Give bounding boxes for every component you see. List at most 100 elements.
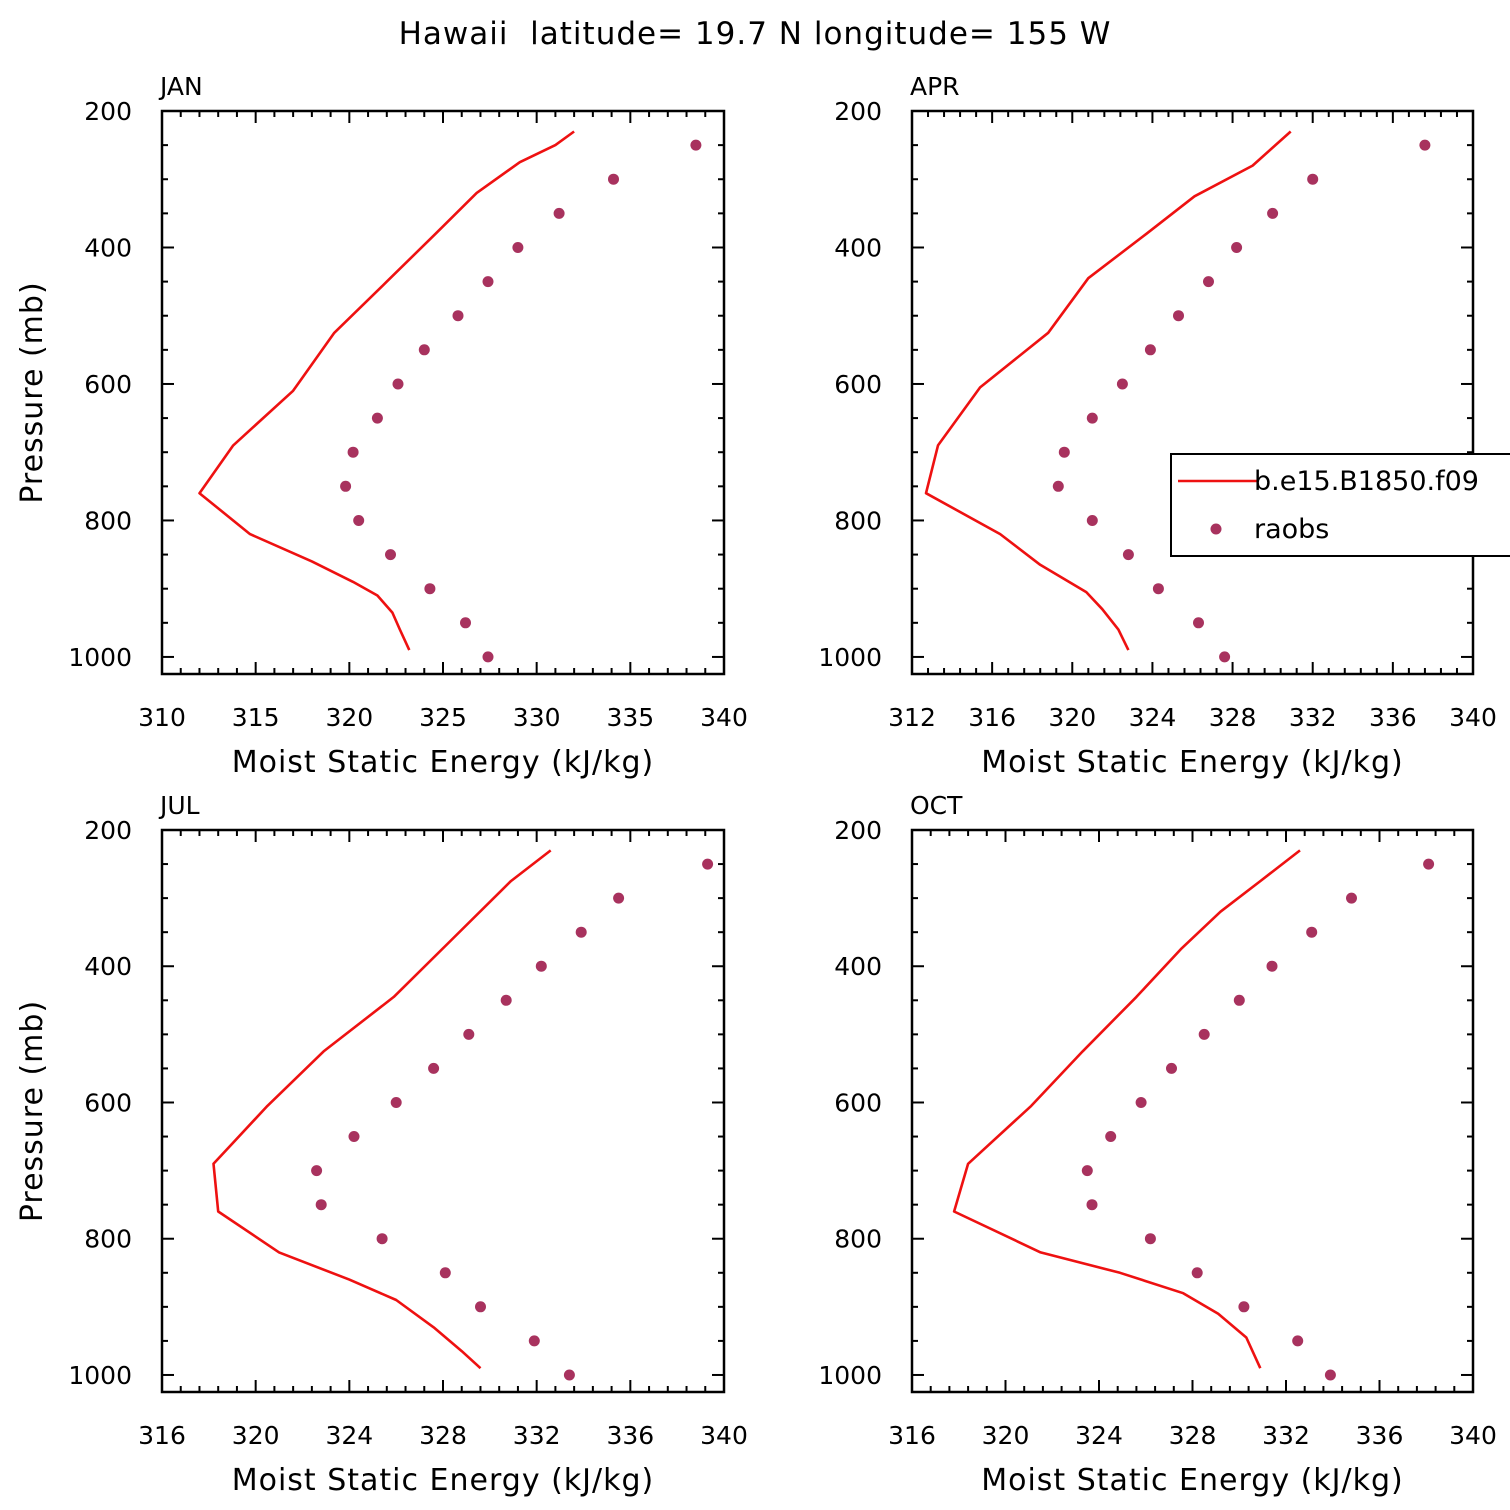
x-axis-label: Moist Static Energy (kJ/kg)	[232, 745, 655, 780]
x-tick-label: 336	[606, 1421, 654, 1450]
x-tick-label: 320	[232, 1421, 280, 1450]
plot-frame	[160, 109, 726, 676]
raobs-point	[482, 651, 494, 663]
legend-raobs-label: raobs	[1254, 514, 1329, 545]
model-series-line	[924, 130, 1292, 651]
x-tick-label: 316	[968, 703, 1016, 732]
x-tick-label: 315	[232, 703, 280, 732]
x-axis-label: Moist Static Energy (kJ/kg)	[981, 745, 1404, 780]
raobs-point	[1144, 1233, 1156, 1245]
x-tick-label: 310	[138, 703, 186, 732]
raobs-point	[428, 1062, 440, 1074]
raobs-point	[1419, 139, 1431, 151]
x-tick-label: 328	[419, 1421, 467, 1450]
raobs-point	[512, 242, 524, 253]
y-tick-label: 200	[84, 97, 132, 126]
y-tick-label: 400	[834, 952, 882, 981]
plot-frame	[910, 109, 1475, 676]
raobs-point	[315, 1199, 327, 1211]
chart-panel-jan: 310 315 320 325 330 335 340 200 400 600 800 1000 JAN…	[15, 72, 748, 780]
raobs-point	[608, 173, 619, 185]
raobs-point	[424, 583, 436, 595]
raobs-point	[553, 207, 565, 219]
raobs-point	[390, 1097, 402, 1108]
raobs-point	[1307, 173, 1319, 185]
raobs-point	[1122, 549, 1134, 561]
legend: b.e15.B1850.f09 raobs	[1170, 453, 1510, 557]
raobs-point	[385, 549, 396, 561]
y-tick-label: 800	[84, 506, 132, 535]
raobs-point	[376, 1233, 388, 1245]
x-axis-label: Moist Static Energy (kJ/kg)	[232, 1463, 655, 1498]
x-tick-label: 312	[888, 703, 936, 732]
x-tick-label: 340	[700, 1421, 748, 1450]
raobs-point	[563, 1369, 575, 1381]
raobs-point	[1116, 378, 1128, 390]
raobs-point	[452, 310, 464, 322]
legend-box	[1170, 453, 1510, 557]
raobs-point	[1193, 617, 1204, 629]
raobs-point	[460, 617, 471, 629]
y-tick-label: 800	[84, 1225, 132, 1254]
x-tick-label: 328	[1169, 1421, 1217, 1450]
figure-title: Hawaii latitude= 19.7 N longitude= 155 W	[399, 16, 1112, 52]
raobs-point	[690, 139, 702, 151]
raobs-point	[1266, 960, 1278, 972]
x-tick-label: 340	[1449, 1421, 1497, 1450]
raobs-point	[463, 1028, 475, 1040]
raobs-point	[1086, 515, 1098, 526]
raobs-point	[1081, 1165, 1093, 1177]
y-tick-label: 600	[834, 370, 882, 399]
x-tick-label: 324	[1129, 703, 1177, 732]
legend-raobs-swatch	[1210, 523, 1222, 535]
y-tick-label: 400	[84, 952, 132, 981]
raobs-point	[475, 1301, 486, 1313]
raobs-point	[1219, 651, 1231, 663]
raobs-point	[528, 1335, 540, 1347]
raobs-point	[1144, 344, 1156, 356]
y-tick-label: 200	[834, 97, 882, 126]
raobs-point	[348, 1131, 360, 1142]
legend-model-label: b.e15.B1850.f09	[1254, 466, 1479, 497]
x-tick-label: 332	[1262, 1421, 1310, 1450]
x-tick-label: 325	[419, 703, 467, 732]
chart-panel-apr: 312 316 320 324 328 332 336 340 200 400 600 800 1000…	[818, 72, 1510, 780]
y-tick-label: 800	[834, 1225, 882, 1254]
model-series-line	[952, 849, 1301, 1369]
panel-title: JAN	[158, 72, 203, 101]
y-tick-label: 600	[84, 370, 132, 399]
y-tick-label: 1000	[68, 643, 132, 672]
x-tick-label: 340	[700, 703, 748, 732]
raobs-point	[340, 480, 352, 492]
raobs-point	[702, 858, 714, 870]
raobs-point	[418, 344, 430, 356]
y-tick-label: 1000	[818, 643, 882, 672]
raobs-point	[353, 515, 365, 526]
x-tick-label: 324	[325, 1421, 373, 1450]
model-series-line	[212, 849, 552, 1370]
raobs-point	[1233, 994, 1245, 1006]
raobs-point	[1105, 1131, 1117, 1142]
y-tick-label: 600	[84, 1088, 132, 1117]
raobs-point	[1198, 1028, 1210, 1040]
raobs-point	[1346, 892, 1357, 904]
x-tick-label: 316	[888, 1421, 936, 1450]
plot-frame	[910, 828, 1475, 1394]
y-axis-label: Pressure (mb)	[15, 281, 50, 503]
x-tick-label: 324	[1075, 1421, 1123, 1450]
raobs-point	[613, 892, 625, 904]
y-tick-label: 200	[834, 816, 882, 845]
x-tick-label: 328	[1209, 703, 1257, 732]
raobs-point	[1173, 310, 1184, 322]
raobs-point	[392, 378, 404, 390]
x-tick-label: 332	[513, 1421, 561, 1450]
panel-title: APR	[910, 72, 960, 101]
y-axis-label: Pressure (mb)	[15, 1000, 50, 1222]
raobs-point	[347, 446, 359, 458]
x-tick-label: 330	[513, 703, 561, 732]
raobs-point	[1306, 926, 1318, 938]
raobs-point	[371, 412, 383, 424]
raobs-point	[482, 276, 494, 288]
x-tick-label: 336	[1356, 1421, 1404, 1450]
